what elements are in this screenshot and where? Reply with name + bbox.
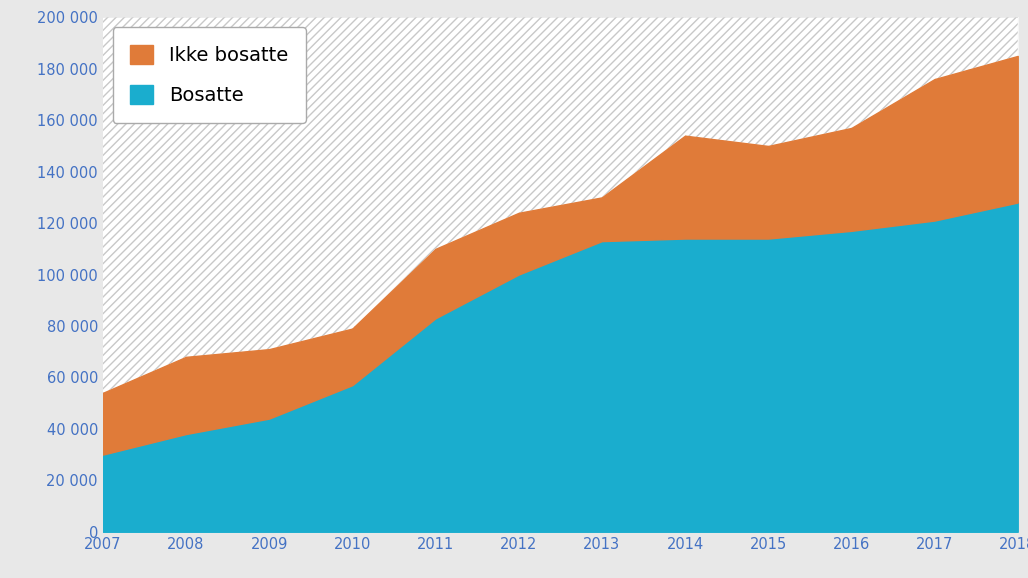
Legend: Ikke bosatte, Bosatte: Ikke bosatte, Bosatte [112, 27, 305, 123]
